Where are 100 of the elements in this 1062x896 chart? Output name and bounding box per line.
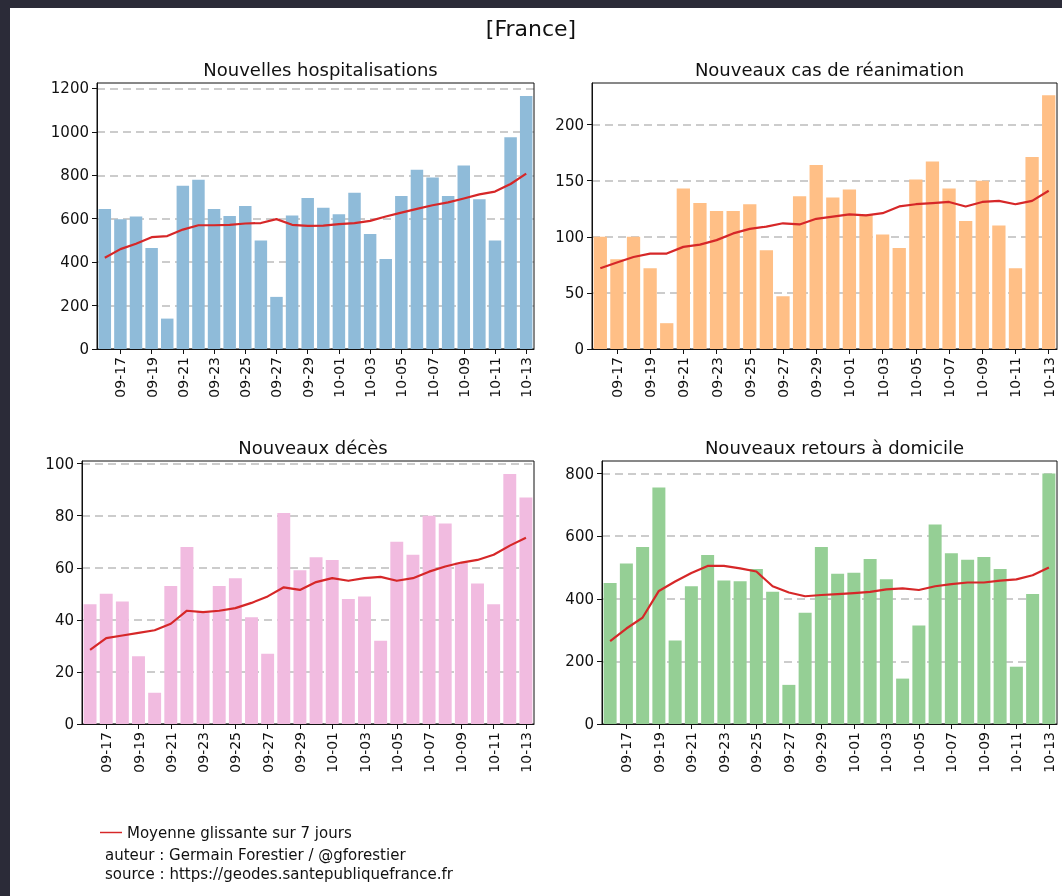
bar xyxy=(593,236,607,349)
bar xyxy=(488,240,502,349)
x-tick-label: 10-01 xyxy=(845,732,862,773)
bar xyxy=(379,258,392,349)
bar xyxy=(942,188,956,349)
y-tick-label: 400 xyxy=(60,253,89,272)
chart-title: Nouveaux cas de réanimation xyxy=(694,58,965,80)
x-tick-label: 09-27 xyxy=(259,732,276,773)
line-series xyxy=(88,536,528,651)
x-tick-label: 09-19 xyxy=(143,357,160,398)
bar xyxy=(285,215,299,349)
bar xyxy=(912,625,926,724)
x-tick-label: 09-17 xyxy=(112,357,129,398)
bar xyxy=(438,523,452,724)
x-tick-label: 09-27 xyxy=(780,732,797,773)
bar xyxy=(293,570,307,724)
bar xyxy=(660,323,674,349)
x-tick-label: 09-29 xyxy=(291,732,308,773)
bar xyxy=(1025,157,1039,349)
x-tick-label: 10-03 xyxy=(878,732,895,773)
y-tick-label: 40 xyxy=(54,610,74,629)
bar xyxy=(925,161,940,349)
y-tick-label: 20 xyxy=(54,662,74,681)
bar xyxy=(831,573,845,724)
bar xyxy=(422,515,436,724)
x-tick-label: 09-25 xyxy=(227,732,244,773)
y-tick-label: 150 xyxy=(555,171,584,190)
text: auteur : Germain Forestier / @gforestier xyxy=(105,846,406,864)
bar xyxy=(390,541,404,724)
bar xyxy=(652,487,666,724)
bar xyxy=(684,586,698,724)
bar xyxy=(471,583,484,724)
x-tick-label: 10-11 xyxy=(1007,357,1024,398)
x-tick-label: 09-23 xyxy=(715,732,732,773)
bar xyxy=(261,653,275,724)
bar xyxy=(1042,473,1056,724)
bar xyxy=(317,207,330,349)
y-tick-label: 1000 xyxy=(50,122,89,141)
bar xyxy=(636,547,650,724)
x-tick-label: 09-19 xyxy=(130,732,147,773)
y-tick-label: 1200 xyxy=(50,79,89,98)
x-tick-label: 09-29 xyxy=(813,732,830,773)
y-tick-label: 800 xyxy=(60,166,89,185)
y-tick-label: 50 xyxy=(564,283,584,302)
x-tick-label: 09-17 xyxy=(98,732,115,773)
x-tick-label: 09-23 xyxy=(195,732,212,773)
text: [France] xyxy=(484,16,578,41)
bar xyxy=(325,559,339,724)
legend-label: Moyenne glissante sur 7 jours xyxy=(127,823,352,842)
x-tick-label: 09-19 xyxy=(650,732,667,773)
y-tick-label: 600 xyxy=(565,527,594,546)
bar xyxy=(896,678,910,724)
x-tick-label: 09-25 xyxy=(748,732,765,773)
bar xyxy=(668,640,682,724)
bar xyxy=(709,210,724,349)
bar xyxy=(993,569,1007,724)
bar xyxy=(749,569,763,724)
x-tick-label: 10-05 xyxy=(388,732,405,773)
bar xyxy=(626,236,641,349)
bar xyxy=(207,208,221,349)
x-tick-label: 09-21 xyxy=(162,732,179,773)
bar xyxy=(519,96,533,349)
y-tick-label: 0 xyxy=(79,340,89,358)
bar xyxy=(792,196,807,349)
bar xyxy=(992,225,1006,349)
bar xyxy=(1026,594,1040,724)
x-tick-label: 10-03 xyxy=(874,357,891,398)
x-tick-label: 10-13 xyxy=(1040,732,1057,773)
x-tick-label: 09-27 xyxy=(774,357,791,398)
bar xyxy=(928,524,942,724)
bar xyxy=(961,559,975,724)
line-series xyxy=(103,172,528,259)
x-tick-label: 10-07 xyxy=(421,732,438,773)
bar xyxy=(892,247,906,349)
x-tick-label: 10-01 xyxy=(324,732,341,773)
bar xyxy=(457,165,471,349)
bar xyxy=(164,585,178,724)
bar xyxy=(676,188,690,349)
bar xyxy=(176,185,190,349)
bar xyxy=(332,214,346,349)
bar xyxy=(1008,268,1023,349)
bar xyxy=(196,612,210,724)
y-tick-label: 80 xyxy=(54,506,74,525)
bar xyxy=(309,557,323,724)
bar xyxy=(410,169,424,349)
bar xyxy=(98,208,112,349)
x-tick-label: 10-01 xyxy=(841,357,858,398)
y-tick-label: 0 xyxy=(64,715,74,733)
bar xyxy=(441,195,455,349)
x-tick-label: 09-29 xyxy=(808,357,825,398)
x-tick-label: 09-29 xyxy=(299,357,316,398)
x-tick-label: 10-13 xyxy=(517,732,534,773)
x-tick-label: 09-25 xyxy=(741,357,758,398)
bar xyxy=(341,599,355,724)
bar xyxy=(239,206,252,349)
bar xyxy=(426,177,439,349)
bar xyxy=(301,198,314,349)
x-tick-label: 10-09 xyxy=(455,357,472,398)
x-tick-label: 10-09 xyxy=(974,357,991,398)
bar xyxy=(228,578,242,724)
